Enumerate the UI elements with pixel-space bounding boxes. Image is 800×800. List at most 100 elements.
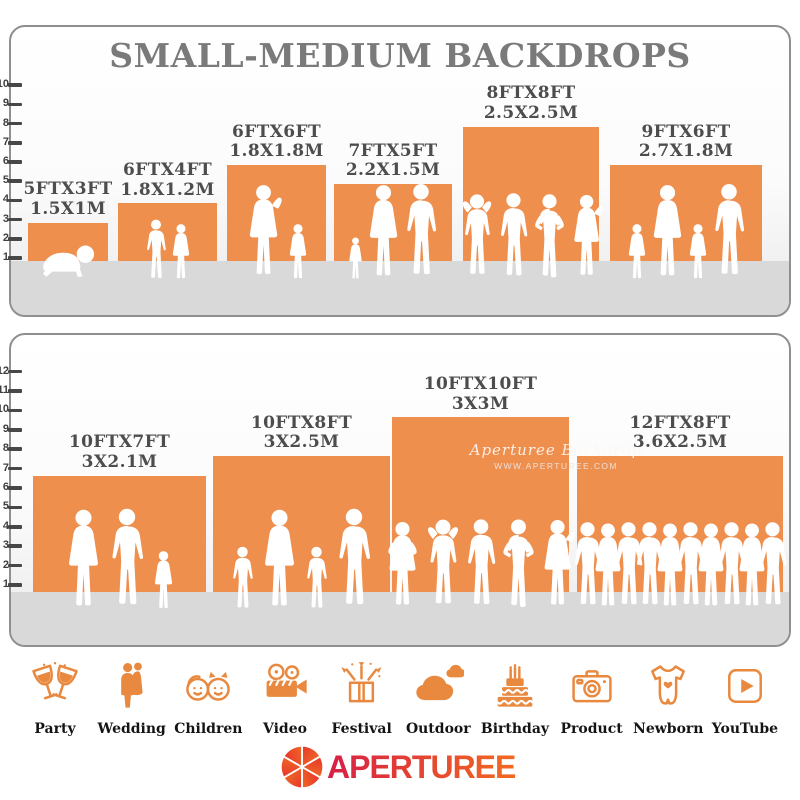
man-silhouette (336, 506, 372, 611)
category-festival: Festival (329, 660, 395, 737)
woman-silhouette (651, 184, 684, 281)
ruler-tick-label: 10 (0, 403, 9, 416)
category-row: Party Wedding C (22, 660, 778, 737)
man-silhouette (757, 519, 788, 611)
ruler-tick (8, 428, 22, 432)
bar-size-label: 10FTX8FT 3X2.5M (250, 412, 353, 453)
man-up-silhouette (458, 191, 496, 281)
bar-size-label: 12FTX8FT 3.6X2.5M (629, 412, 731, 453)
category-label: Newborn (633, 721, 704, 737)
floor-strip (11, 261, 789, 315)
backdrop-bar-8ftx8ft: 8FTX8FT 2.5X2.5M (463, 83, 599, 261)
people-silhouettes (334, 181, 452, 281)
ruler-tick-label: 5 (2, 500, 9, 513)
man-silhouette (465, 516, 497, 611)
ruler-tick-label: 7 (2, 461, 9, 474)
people-silhouettes (577, 519, 783, 611)
ruler-tick-label: 6 (2, 155, 9, 167)
aperture-icon (279, 744, 325, 790)
ruler-tick-label: 1 (2, 251, 9, 263)
ruler-tick (8, 217, 22, 222)
toddler-silhouette (348, 237, 363, 281)
backdrop-bar-10ftx8ft: 10FTX8FT 3X2.5M (213, 413, 390, 592)
man-hips-silhouette (531, 193, 568, 281)
birthday-icon (496, 664, 534, 707)
category-label: Wedding (97, 721, 166, 737)
ruler-tick (8, 256, 22, 260)
bar-size-label: 6FTX6FT 1.8X1.8M (229, 121, 324, 162)
man-silhouette (404, 181, 438, 281)
bar-size-label: 5FTX3FT 1.5X1M (23, 179, 113, 219)
ruler-tick-label: 1 (2, 578, 9, 590)
ruler-tick (8, 583, 22, 587)
backdrop-bar-12ftx8ft: 12FTX8FT 3.6X2.5M (577, 413, 783, 592)
man-up-silhouette (423, 516, 463, 611)
category-party: Party (22, 660, 88, 737)
people-silhouettes (610, 181, 762, 281)
ruler-tick-label: 12 (0, 364, 9, 377)
ruler-tick (8, 121, 22, 126)
ruler-tick (8, 179, 22, 183)
category-wedding: Wedding (97, 660, 166, 737)
woman-silhouette (66, 509, 101, 611)
ruler-tick (8, 389, 22, 393)
ruler-tick-label: 8 (2, 442, 9, 455)
backdrop-bar-7ftx5ft: 7FTX5FT 2.2X1.5M (334, 141, 452, 261)
ruler-tick (8, 141, 22, 145)
backdrop-bar-5ftx3ft: 5FTX3FT 1.5X1M (23, 179, 112, 261)
category-birthday: Birthday (480, 660, 550, 737)
ruler-tick (8, 525, 22, 529)
category-label: Product (560, 721, 623, 737)
woman-up-silhouette (570, 194, 605, 281)
category-video: Video (252, 660, 318, 737)
people-silhouettes (392, 516, 569, 611)
bar-size-label: 10FTX10FT 3X3M (423, 373, 538, 414)
category-label: Birthday (480, 721, 550, 737)
category-label: Children (174, 721, 243, 737)
brand-logo: APERTUREE (0, 744, 800, 790)
backdrop-bar-9ftx6ft: 9FTX6FT 2.7X1.8M (610, 122, 762, 261)
bar-size-label: 9FTX6FT 2.7X1.8M (638, 121, 734, 162)
ruler-tick-label: 3 (2, 539, 9, 552)
man-silhouette (498, 191, 529, 281)
page-title: SMALL-MEDIUM BACKDROPS (109, 36, 691, 75)
backdrop-bar-10ftx10ft: 10FTX10FT 3X3M (392, 374, 569, 592)
ruler-tick-label: 5 (2, 174, 9, 187)
ruler-tick (8, 408, 22, 413)
ruler-tick (8, 466, 22, 471)
people-silhouettes (118, 219, 217, 281)
festival-icon (341, 662, 382, 703)
woman-silhouette (367, 184, 400, 281)
girl-silhouette (627, 224, 647, 281)
ruler-tick-label: 8 (2, 116, 9, 129)
bar-size-label: 7FTX5FT 2.2X1.5M (345, 140, 441, 181)
ruler-tick-label: 4 (2, 193, 9, 206)
ruler-tick-label: 7 (2, 135, 9, 148)
ruler-tick (8, 198, 22, 203)
bar-size-label: 10FTX7FT 3X2.1M (68, 432, 171, 472)
logo-text: APERTUREE (327, 749, 516, 785)
ruler-tick (8, 237, 22, 241)
video-icon (266, 663, 307, 697)
category-label: Outdoor (405, 721, 471, 737)
man-hips-silhouette (499, 518, 538, 611)
man-silhouette (712, 181, 746, 281)
youtube-icon (727, 669, 762, 703)
bar-size-label: 6FTX4FT 1.8X1.2M (120, 159, 215, 200)
backdrop-bar-6ftx4ft: 6FTX4FT 1.8X1.2M (118, 160, 217, 261)
baby-silhouette (40, 241, 96, 281)
ruler-tick-label: 2 (2, 231, 9, 244)
woman-up-silhouette (245, 184, 284, 281)
product-icon (571, 670, 612, 703)
girl-silhouette (153, 551, 174, 611)
ruler-tick (8, 544, 22, 548)
woman-hips-silhouette (384, 521, 421, 611)
people-silhouettes (463, 191, 599, 281)
ruler-tick (8, 447, 22, 451)
ruler-tick-label: 11 (0, 384, 9, 396)
people-silhouettes (28, 241, 108, 281)
people-silhouettes (227, 184, 326, 281)
man-silhouette (109, 506, 145, 611)
newborn-icon (651, 665, 686, 705)
